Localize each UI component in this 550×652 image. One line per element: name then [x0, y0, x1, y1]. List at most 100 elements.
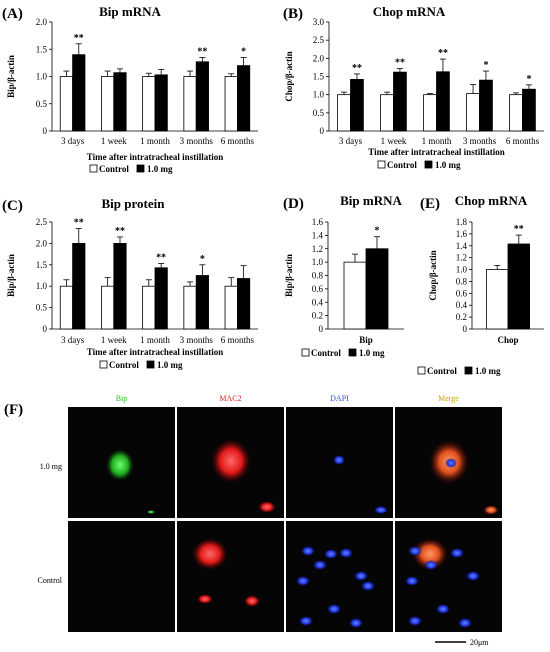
bar-control — [101, 285, 115, 330]
y-tick-label: 0.4 — [312, 297, 324, 307]
x-axis-label: Time after intratracheal instillation — [87, 152, 223, 162]
y-tick-label: 1.0 — [36, 72, 48, 82]
y-tick-label: 1.0 — [312, 257, 324, 267]
y-tick-label: 0 — [43, 126, 48, 136]
x-category-label: 6 months — [221, 335, 255, 345]
row-label: 1.0 mg — [40, 462, 62, 471]
legend-swatch-treated — [424, 160, 433, 169]
chart-panel-4: (E) Chop mRNA 0 0.2 0.4 0.6 0.81.0 1.2 1.4 1.6 1.8… — [417, 193, 544, 376]
significance-marker: ** — [74, 33, 84, 44]
legend: Control 1.0 mg — [377, 160, 461, 170]
y-axis-label: Bip/β-actin — [284, 254, 294, 297]
dapi-nucleus — [339, 548, 353, 558]
y-tick-label: 0.5 — [36, 99, 48, 109]
dapi-nucleus — [301, 546, 315, 556]
x-category-label: 1 month — [422, 136, 452, 146]
bar-control — [423, 94, 437, 132]
legend-label-control: Control — [109, 360, 139, 370]
bar-control — [343, 261, 367, 330]
legend-swatch-control — [417, 366, 426, 375]
merge-nucleus — [466, 571, 480, 581]
micrograph-tile — [286, 521, 393, 632]
bar-treated — [236, 65, 251, 132]
legend-label-treated: 1.0 mg — [157, 360, 183, 370]
legend-swatch-treated — [146, 360, 155, 369]
y-tick-label: 0.6 — [456, 288, 468, 298]
significance-marker: * — [241, 46, 246, 57]
micrograph-background — [177, 521, 284, 632]
y-tick-label: 1.5 — [36, 260, 48, 270]
merge-nucleus — [424, 560, 438, 570]
panel-label: (F) — [4, 402, 23, 418]
bar-treated — [154, 267, 168, 330]
y-tick-label: 0.4 — [456, 300, 468, 310]
panel-label: (C) — [2, 198, 23, 214]
significance-marker: ** — [156, 253, 166, 264]
y-tick-label: 1.5 — [36, 44, 48, 54]
merge-nucleus — [450, 548, 464, 558]
dapi-nucleus — [327, 604, 341, 614]
y-tick-label: 1.2 — [456, 253, 467, 263]
chart-panel-2: (C) Bip protein 0 0.5 1.0 1.5 2.0 2.5 Bip/β-acti… — [2, 196, 258, 370]
bar-control — [509, 94, 523, 132]
dapi-nucleus — [354, 571, 368, 581]
significance-marker: ** — [74, 217, 84, 228]
bar-treated — [154, 74, 168, 132]
legend-label-control: Control — [387, 160, 417, 170]
bar-control — [337, 94, 351, 132]
y-tick-label: 2.0 — [36, 17, 48, 27]
micrograph-tile — [68, 407, 175, 518]
merge-stain — [412, 538, 448, 570]
significance-marker: ** — [395, 58, 405, 69]
bar-treated — [195, 275, 209, 330]
y-tick-label: 0.5 — [313, 108, 325, 118]
x-category-label: 1 week — [101, 136, 127, 146]
y-axis-label: Bip/β-actin — [6, 55, 16, 98]
dapi-nucleus — [296, 576, 310, 586]
scale-bar-label: 20μm — [470, 638, 489, 647]
chart-panel-1: (B) Chop mRNA 0 0.5 1.0 1.5 2.0 2.5 3.0 Chop/β-ac… — [283, 4, 544, 170]
panel-label: (D) — [283, 196, 304, 212]
legend-swatch-treated — [136, 164, 145, 173]
significance-marker: ** — [514, 224, 524, 235]
legend-label-control: Control — [427, 366, 457, 376]
x-category-label: 3 days — [61, 136, 85, 146]
mac2-stain — [211, 439, 251, 483]
legend-label-treated: 1.0 mg — [359, 348, 385, 358]
mac2-speck — [244, 595, 260, 607]
y-tick-label: 1.5 — [313, 72, 325, 82]
bar-control — [224, 76, 238, 132]
significance-marker: * — [526, 74, 531, 85]
significance-marker: ** — [438, 48, 448, 59]
bar-control — [224, 285, 238, 330]
micrograph-tile — [395, 521, 502, 632]
legend-swatch-control — [377, 160, 386, 169]
bar-control — [101, 76, 115, 132]
bar-treated — [113, 242, 127, 330]
merge-nucleus — [408, 546, 422, 556]
mac2-speck — [258, 501, 276, 513]
chart-title: Bip mRNA — [99, 4, 161, 19]
merge-nucleus — [405, 576, 419, 586]
x-category-label: 6 months — [221, 136, 255, 146]
x-category-label: 3 months — [180, 335, 214, 345]
x-category-label: 1 month — [140, 335, 170, 345]
bar-treated — [507, 243, 531, 330]
y-tick-label: 0 — [320, 126, 325, 136]
bip-stain — [106, 449, 134, 481]
significance-marker: * — [375, 226, 380, 237]
bar-treated — [72, 54, 86, 132]
dapi-nucleus — [361, 581, 375, 591]
dapi-nucleus — [299, 616, 313, 626]
x-category-label: 1 week — [101, 335, 127, 345]
x-category-label: 6 months — [506, 136, 540, 146]
y-tick-label: 0.2 — [312, 311, 323, 321]
micrograph-tile — [177, 521, 284, 632]
legend-label-treated: 1.0 mg — [435, 160, 461, 170]
bar-treated — [365, 248, 389, 330]
y-tick-label: 2.5 — [36, 217, 48, 227]
panel-label: (A) — [2, 6, 23, 22]
x-category-label: 1 month — [140, 136, 170, 146]
micrograph-panel: (F) Bip MAC2 DAPI Merge 1.0 mg Control 20μm — [4, 394, 502, 647]
